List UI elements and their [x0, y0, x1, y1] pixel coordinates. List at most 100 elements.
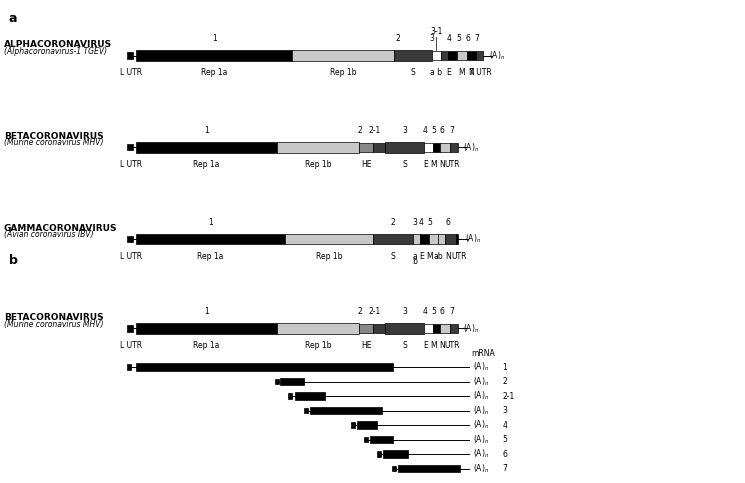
Bar: [127, 236, 133, 242]
Text: 2-1: 2-1: [502, 392, 514, 400]
Text: Rep 1a: Rep 1a: [193, 160, 220, 169]
Bar: [433, 142, 440, 152]
Bar: [446, 234, 456, 243]
Text: 1: 1: [204, 126, 209, 135]
Bar: [285, 234, 373, 244]
Text: a: a: [412, 252, 417, 261]
Text: (A)$_n$: (A)$_n$: [463, 322, 479, 335]
Text: 3: 3: [502, 406, 507, 415]
Bar: [428, 234, 438, 243]
Bar: [475, 51, 483, 60]
Text: 6: 6: [466, 34, 470, 43]
Text: (A)$_n$: (A)$_n$: [465, 233, 481, 245]
Bar: [127, 52, 133, 58]
Text: S: S: [403, 160, 408, 169]
Bar: [456, 234, 458, 243]
Text: 7: 7: [502, 464, 507, 473]
Bar: [136, 363, 393, 371]
Text: (A)$_n$: (A)$_n$: [473, 462, 489, 475]
Text: (A)$_n$: (A)$_n$: [473, 419, 489, 431]
Text: E: E: [446, 68, 451, 77]
Text: L UTR: L UTR: [120, 341, 142, 350]
Text: S: S: [403, 341, 408, 350]
Text: UTR: UTR: [451, 252, 467, 261]
Text: 2: 2: [396, 34, 400, 43]
Text: 7: 7: [474, 34, 479, 43]
Text: Rep 1b: Rep 1b: [305, 160, 332, 169]
Text: a: a: [9, 12, 17, 25]
Text: 2: 2: [358, 307, 363, 316]
Text: 2: 2: [358, 126, 363, 135]
Text: 2: 2: [502, 377, 507, 386]
Bar: [364, 437, 368, 442]
Bar: [398, 465, 460, 472]
Text: L UTR: L UTR: [120, 252, 142, 261]
Text: E: E: [419, 252, 424, 261]
Text: mRNA: mRNA: [471, 349, 495, 358]
Text: 3: 3: [403, 126, 408, 135]
Text: N: N: [439, 160, 445, 169]
Text: 1: 1: [209, 218, 213, 227]
Bar: [357, 421, 377, 429]
Bar: [440, 142, 450, 152]
Bar: [438, 234, 446, 243]
Text: Rep 1a: Rep 1a: [201, 68, 227, 77]
Text: 7 UTR: 7 UTR: [469, 68, 492, 77]
Bar: [127, 326, 133, 331]
Bar: [127, 144, 133, 150]
Bar: [441, 51, 448, 60]
Text: (A)$_n$: (A)$_n$: [463, 141, 479, 154]
Text: 6: 6: [440, 307, 444, 316]
Text: (A)$_n$: (A)$_n$: [473, 361, 489, 373]
Text: 2: 2: [391, 218, 396, 227]
Text: (A)$_n$: (A)$_n$: [473, 433, 489, 446]
Text: 6: 6: [440, 126, 444, 135]
Text: 5: 5: [427, 218, 432, 227]
Bar: [304, 408, 308, 413]
Text: b: b: [9, 254, 18, 267]
Text: b: b: [412, 257, 417, 267]
Text: 3: 3: [403, 307, 408, 316]
Text: 5: 5: [431, 126, 437, 135]
Text: 3: 3: [412, 218, 417, 227]
Text: 1: 1: [502, 363, 507, 371]
Text: (Alphacoronavirus-1 TGEV): (Alphacoronavirus-1 TGEV): [4, 47, 107, 56]
Bar: [377, 451, 381, 457]
Text: 1: 1: [212, 34, 217, 43]
Bar: [275, 379, 279, 384]
Text: (Murine coronavirus MHV): (Murine coronavirus MHV): [4, 320, 104, 328]
Text: L UTR: L UTR: [120, 68, 142, 77]
Bar: [359, 142, 372, 152]
Bar: [288, 393, 293, 399]
Text: 4: 4: [423, 126, 428, 135]
Bar: [457, 51, 467, 60]
Text: (Avian coronavirus IBV): (Avian coronavirus IBV): [4, 230, 93, 239]
Bar: [432, 51, 441, 60]
Text: 3: 3: [430, 34, 434, 43]
Text: HE: HE: [361, 160, 371, 169]
Bar: [425, 324, 433, 333]
Text: HE: HE: [361, 341, 371, 350]
Text: GAMMACORONAVIRUS: GAMMACORONAVIRUS: [4, 224, 117, 233]
Text: E: E: [423, 341, 428, 350]
Bar: [373, 234, 413, 244]
Text: (A)$_n$: (A)$_n$: [473, 404, 489, 417]
Text: 3-1: 3-1: [430, 27, 443, 36]
Text: a b: a b: [431, 68, 443, 77]
Text: BETACORONAVIRUS: BETACORONAVIRUS: [4, 313, 104, 322]
Bar: [293, 50, 394, 61]
Bar: [385, 323, 425, 334]
Bar: [136, 323, 277, 334]
Text: Rep 1a: Rep 1a: [197, 252, 224, 261]
Text: (A)$_n$: (A)$_n$: [473, 448, 489, 460]
Bar: [450, 142, 457, 152]
Text: 2-1: 2-1: [369, 307, 381, 316]
Text: 1: 1: [204, 307, 209, 316]
Bar: [310, 407, 382, 414]
Bar: [392, 466, 396, 471]
Bar: [420, 234, 428, 243]
Bar: [425, 142, 433, 152]
Text: 6: 6: [502, 450, 507, 458]
Bar: [372, 324, 385, 333]
Text: 4: 4: [502, 421, 507, 429]
